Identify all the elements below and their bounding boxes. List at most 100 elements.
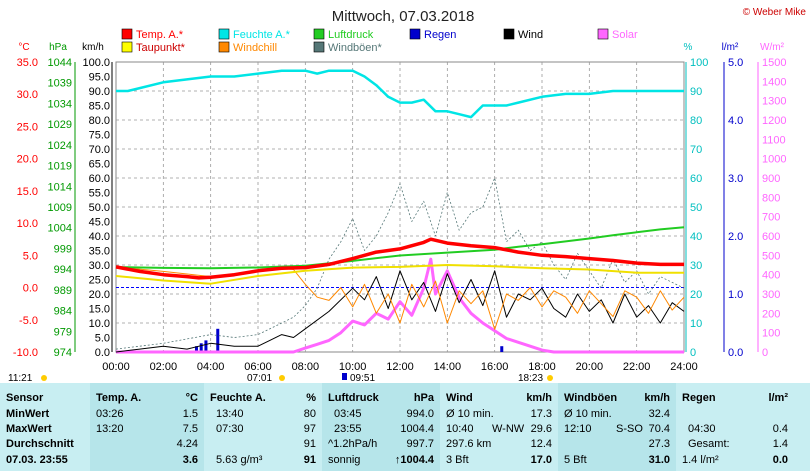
humidity-min-value: 80 [303,408,316,420]
pressure-min-time: 03:45 [334,408,362,420]
x-tick-label: 22:00 [623,361,651,373]
x-tick-label: 08:00 [292,361,320,373]
pressure-tick-label: 999 [54,243,72,255]
temp-tick-label: 10.0 [17,218,38,230]
temp-current-value: 3.6 [182,454,198,466]
pressure-max-value: 1004.4 [400,423,434,435]
pressure-unit: hPa [413,392,434,404]
wind-tick-label: 85.0 [89,101,110,113]
wind-tick-label: 95.0 [89,72,110,84]
humidity-tick-label: 100 [690,57,708,69]
wind-tick-label: 70.0 [89,144,110,156]
pressure-current-value: ↑1004.4 [394,454,434,466]
temp-tick-label: 20.0 [17,154,38,166]
legend-swatch [121,28,133,40]
legend-label: Taupunkt* [136,42,186,54]
solar-noon-icon [342,373,347,380]
x-tick-label: 24:00 [670,361,698,373]
pressure-tick-label: 1009 [48,202,72,214]
legend-swatch [313,41,325,53]
wind-distance: 297.6 km [446,438,492,450]
temp-max-time: 13:20 [96,423,124,435]
pressure-tick-label: 1014 [48,181,72,193]
wind-tick-label: 25.0 [89,275,110,287]
rain-tick-label: 1.0 [728,289,743,301]
pressure-tick-label: 989 [54,285,72,297]
pressure-tick-label: 1039 [48,78,72,90]
solar-tick-label: 1300 [762,96,786,108]
stats-sensor: Sensor MinWert MaxWert Durchschnitt 07.0… [0,383,90,471]
stats-rain: Regen l/m² 04:30 0.4 Gesamt: 1.4 1.4 l/m… [676,383,794,471]
pressure-tick-label: 1034 [48,98,72,110]
legend-swatch [313,28,325,40]
humidity-avg-value: 91 [303,438,316,450]
rain-tick-label: 3.0 [728,173,743,185]
stats-panel: Sensor MinWert MaxWert Durchschnitt 07.0… [0,383,810,471]
pressure-max-time: 23:55 [334,423,362,435]
wind-max-time: 10:40 [446,423,474,435]
legend-label: Feuchte A.* [233,29,291,41]
temp-tick-label: 30.0 [17,89,38,101]
sensor-row-avg: Durchschnitt [6,438,74,450]
wind-tick-label: 30.0 [89,260,110,272]
series-line [115,237,684,280]
rain-day-total: 1.4 l/m² [682,454,719,466]
pressure-tick-label: 994 [54,264,72,276]
legend-label: Windchill [233,42,277,54]
solar-tick-label: 200 [762,308,780,320]
temp-tick-label: -10.0 [13,347,38,359]
weather-chart: Mittwoch, 07.03.2018 © Weber Mike Temp. … [8,7,806,383]
sunset-time: 18:23 [518,373,543,383]
temp-tick-label: 35.0 [17,57,38,69]
series-line [115,177,685,350]
stats-wind: Wind km/h Ø 10 min. 17.3 10:40 W-NW 29.6… [440,383,558,471]
solar-tick-label: 800 [762,192,780,204]
wind-tick-label: 55.0 [89,188,110,200]
solar-tick-label: 400 [762,270,780,282]
temp-tick-label: 15.0 [17,186,38,198]
solar-tick-label: 1000 [762,154,786,166]
pressure-forecast: sonnig [328,454,361,466]
rain-bar [216,328,220,352]
temp-tick-label: 5.0 [23,250,38,262]
x-tick-label: 04:00 [197,361,225,373]
humidity-header: Feuchte A. [210,392,266,404]
humidity-absolute: 5.63 g/m³ [216,454,263,466]
humidity-axis-label: % [684,42,693,53]
rain-unit: l/m² [768,392,788,404]
pressure-trend: ^1.2hPa/h [328,438,378,450]
rain-total-value: 1.4 [772,438,788,450]
rain-tick-label: 4.0 [728,115,743,127]
solar-tick-label: 1200 [762,115,786,127]
wind-tick-label: 40.0 [89,231,110,243]
humidity-tick-label: 30 [690,260,702,272]
gust-beaufort: 5 Bft [564,454,587,466]
sensor-header: Sensor [6,392,44,404]
pressure-header: Luftdruck [328,392,379,404]
series-line [115,226,685,270]
sensor-row-max: MaxWert [6,423,52,435]
solar-tick-label: 900 [762,173,780,185]
legend-label: Temp. A.* [136,29,184,41]
wind-tick-label: 45.0 [89,217,110,229]
solar-tick-label: 1500 [762,57,786,69]
humidity-min-time: 13:40 [216,408,244,420]
temp-max-value: 7.5 [182,423,198,435]
gust-avg10-value: 32.4 [648,408,670,420]
wind-tick-label: 65.0 [89,159,110,171]
solar-tick-label: 1400 [762,76,786,88]
solar-tick-label: 1100 [762,134,786,146]
temp-tick-label: 25.0 [17,121,38,133]
wind-beaufort: 3 Bft [446,454,469,466]
rain-tick-label: 0.0 [728,347,743,359]
wind-tick-label: 60.0 [89,173,110,185]
rain-bar [500,346,504,352]
wind-header: Wind [446,392,473,404]
moonrise-time: 11:21 [8,373,33,383]
wind-tick-label: 20.0 [89,289,110,301]
wind-avg10-label: Ø 10 min. [446,408,494,420]
wind-tick-label: 15.0 [89,304,110,316]
wind-avg-value: 12.4 [530,438,552,450]
gust-current-value: 31.0 [648,454,670,466]
wind-tick-label: 90.0 [89,86,110,98]
